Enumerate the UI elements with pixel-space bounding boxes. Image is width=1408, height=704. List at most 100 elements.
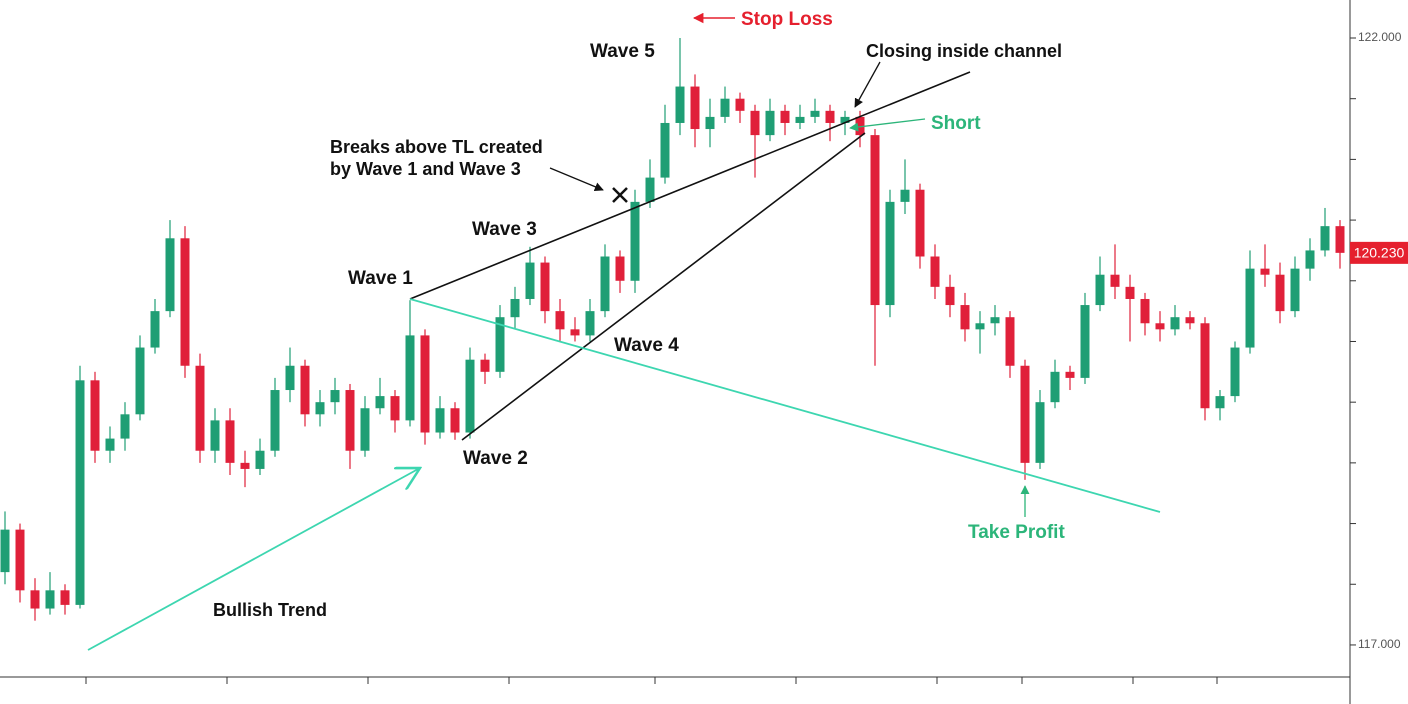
candle-body (1080, 305, 1090, 378)
candle-body (645, 177, 655, 202)
candle-body (600, 256, 610, 312)
annotation: Wave 3 (472, 219, 537, 240)
candle-body (825, 110, 835, 123)
candle-body (465, 359, 475, 433)
annotation: Bullish Trend (213, 600, 327, 620)
candle-body (1305, 250, 1315, 269)
candle-body (510, 298, 520, 318)
candle-body (840, 116, 850, 123)
break-mark (612, 187, 628, 203)
candle-body (885, 201, 895, 306)
candle-body (810, 110, 820, 117)
candle-body (870, 135, 880, 306)
break-arrow (549, 167, 604, 192)
candle-body (1155, 323, 1165, 330)
candle-body (1230, 347, 1240, 397)
candle-body (525, 262, 535, 299)
candle-body (165, 238, 175, 312)
candle-body (240, 462, 250, 469)
candle-body (1125, 286, 1135, 299)
candle-body (1050, 371, 1060, 403)
candle-body (1290, 268, 1300, 312)
candle-body (660, 122, 670, 178)
candle-body (150, 311, 160, 348)
candle-body (795, 116, 805, 123)
annotation: Wave 1 (348, 268, 413, 289)
candle-body (1065, 371, 1075, 378)
candle-body (90, 380, 100, 451)
candle-body (135, 347, 145, 415)
candle-body (735, 98, 745, 111)
candle-body (1245, 268, 1255, 348)
annotation: Stop Loss (741, 9, 833, 30)
candle-body (690, 86, 700, 130)
candle-body (960, 305, 970, 330)
candle-body (675, 86, 685, 123)
candle-body (900, 189, 910, 202)
candle-body (1095, 274, 1105, 306)
candle-body (360, 408, 370, 451)
candle-body (435, 408, 445, 433)
annotation: Breaks above TL created (330, 137, 543, 157)
candle-body (915, 189, 925, 257)
candle-body (1215, 396, 1225, 409)
candle-body (210, 420, 220, 451)
candle-body (765, 110, 775, 136)
candle-body (1275, 274, 1285, 312)
candle-body (105, 438, 115, 451)
candle-body (855, 116, 865, 136)
candle-body (630, 201, 640, 281)
y-tick-label: 122.000 (1358, 30, 1402, 44)
annotation: Wave 2 (463, 448, 528, 469)
candle-body (555, 311, 565, 330)
candle-body (1005, 317, 1015, 366)
candle-body (705, 116, 715, 130)
annotation: Wave 4 (614, 335, 679, 356)
candle-body (585, 311, 595, 336)
candle-body (720, 98, 730, 117)
candle-body (30, 590, 40, 609)
annotation: Take Profit (968, 522, 1065, 543)
candle-body (75, 380, 85, 605)
candle-body (615, 256, 625, 281)
candle-body (945, 286, 955, 306)
y-tick-label: 117.000 (1358, 637, 1401, 651)
candles (0, 37, 1345, 621)
target-line (409, 298, 1161, 513)
candle-body (1200, 323, 1210, 409)
candle-body (1320, 226, 1330, 251)
annotation: Closing inside channel (866, 41, 1062, 61)
candle-body (750, 110, 760, 136)
candle-body (1140, 298, 1150, 324)
short-arrow (849, 118, 926, 132)
candle-body (285, 365, 295, 391)
candle-body (270, 390, 280, 451)
candle-body (480, 359, 490, 372)
candle-body (450, 408, 460, 433)
candle-body (345, 390, 355, 451)
candle-body (780, 110, 790, 123)
candle-body (1110, 274, 1120, 287)
candle-body (120, 414, 130, 439)
candle-body (180, 238, 190, 366)
trend-arrow (87, 468, 420, 651)
candle-body (1020, 365, 1030, 463)
candle-body (330, 390, 340, 403)
candle-body (255, 450, 265, 469)
candle-body (375, 396, 385, 409)
candle-body (390, 396, 400, 421)
x-axis-ticks (85, 677, 1218, 684)
candle-body (195, 365, 205, 451)
candle-body (540, 262, 550, 312)
candle-body (420, 335, 430, 433)
candle-body (570, 329, 580, 336)
lower-trendline (461, 132, 866, 441)
candle-body (225, 420, 235, 463)
candle-body (45, 590, 55, 609)
candle-body (315, 402, 325, 415)
candle-body (495, 317, 505, 372)
candle-body (300, 365, 310, 415)
candle-body (1260, 268, 1270, 275)
candle-body (1170, 317, 1180, 330)
